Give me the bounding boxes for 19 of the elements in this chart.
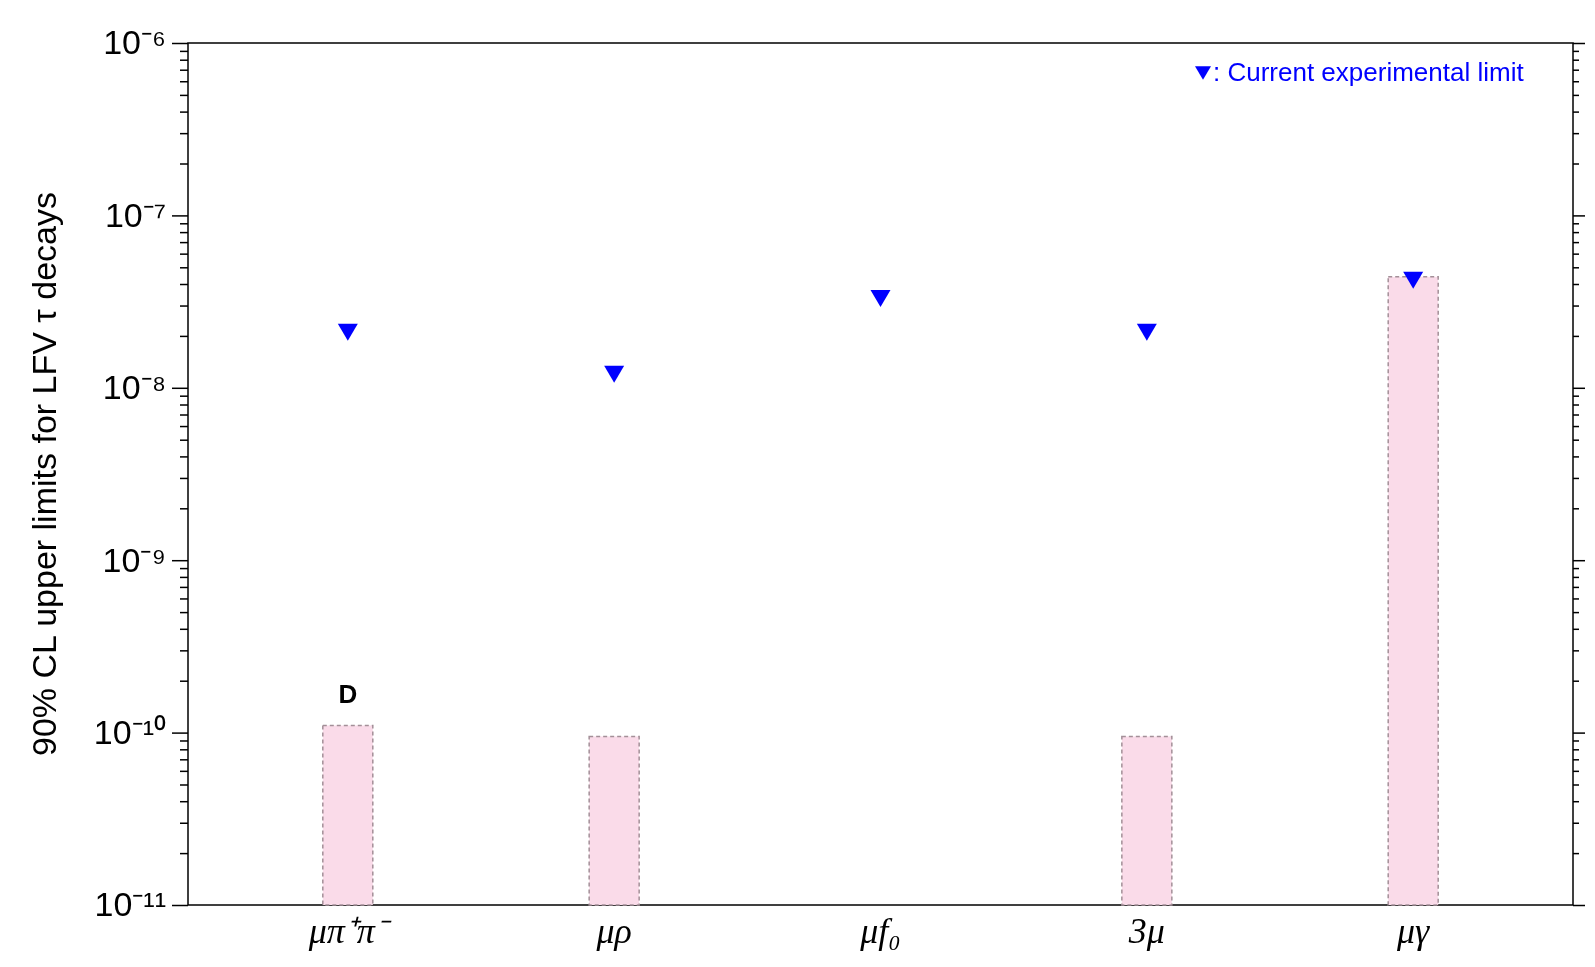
x-tick-label: μγ [1396, 911, 1431, 951]
y-tick-label: 10⁻⁸ [102, 368, 166, 407]
annotation: D [338, 679, 358, 710]
x-tick-label: μf₀ [859, 911, 901, 951]
y-axis-title: 90% CL upper limits for LFV τ decays [25, 192, 63, 756]
point [1403, 271, 1424, 289]
x-tick-label: 3μ [1127, 911, 1165, 951]
y-tick-label: 10⁻¹⁰ [93, 712, 166, 751]
y-tick-label: 10⁻⁹ [102, 540, 166, 579]
x-tick-label: μρ [595, 911, 632, 951]
y-tick-label: 10⁻⁶ [103, 23, 166, 62]
point [1136, 323, 1157, 341]
point [870, 289, 891, 307]
point [604, 365, 625, 383]
y-tick-label: 10⁻⁷ [104, 195, 166, 234]
x-tick-label: μπ⁺π⁻ [307, 911, 392, 951]
point [337, 323, 358, 341]
legend-label: : Current experimental limit [1213, 57, 1525, 87]
y-tick-label: 10⁻¹¹ [94, 885, 166, 924]
